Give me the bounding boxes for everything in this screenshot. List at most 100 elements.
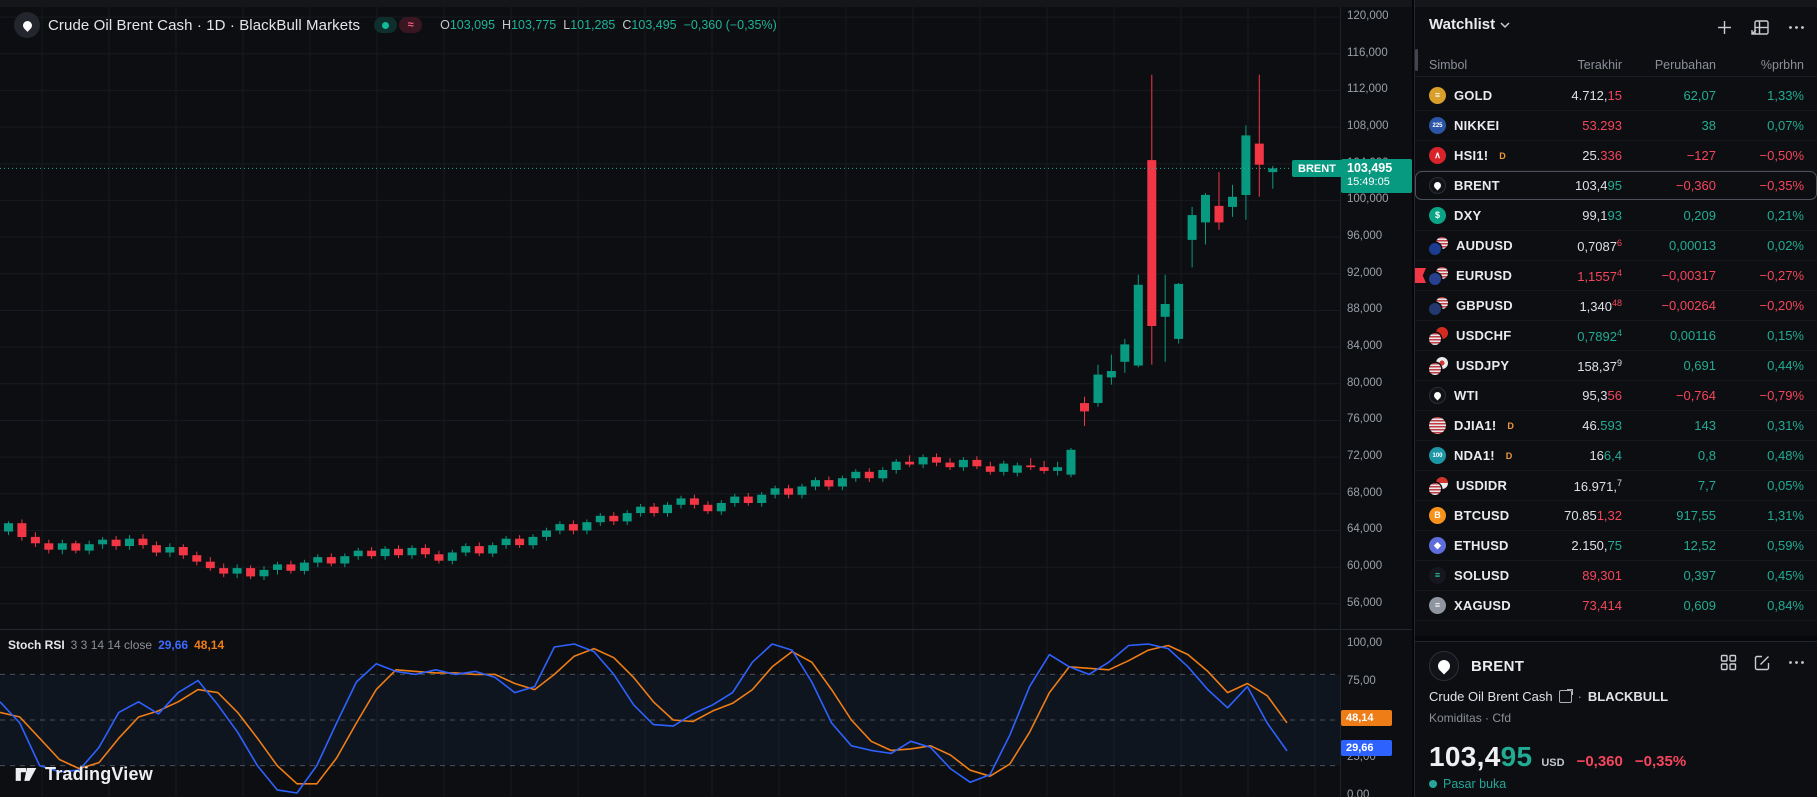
symbol-name[interactable]: ETHUSD — [1454, 538, 1509, 553]
percent-change-cell: −0,35% — [1759, 178, 1804, 193]
market-status: Pasar buka — [1429, 777, 1506, 791]
price-axis-label: 76,000 — [1347, 413, 1383, 425]
watchlist-row-djia1[interactable]: DJIA1! D 46.593 143 0,31% — [1415, 411, 1817, 441]
percent-change-cell: −0,27% — [1759, 268, 1804, 283]
symbol-name[interactable]: XAGUSD — [1454, 598, 1511, 613]
watchlist-rows: ≡ GOLD 4.712,15 62,07 1,33% 225 NIKKEI 53.293 38… — [1415, 81, 1817, 621]
column-change[interactable]: Perubahan — [1654, 57, 1716, 72]
symbol-name[interactable]: USDJPY — [1456, 358, 1510, 373]
detail-edit-button[interactable] — [1751, 651, 1773, 673]
low-value: 101,285 — [570, 18, 616, 32]
detail-instrument-logo — [1429, 651, 1459, 681]
percent-change-cell: −0,20% — [1759, 298, 1804, 313]
symbol-name[interactable]: WTI — [1454, 388, 1479, 403]
chart-pane[interactable]: 120,000116,000112,000108,000104,000100,0… — [0, 7, 1412, 797]
watchlist-row-eurusd[interactable]: EURUSD 1,15574 −0,00317 −0,27% — [1415, 261, 1817, 291]
detail-name-text[interactable]: Crude Oil Brent Cash — [1429, 689, 1553, 704]
ohlc-readout: O103,095 H103,775 L101,285 C103,495 −0,3… — [440, 18, 777, 32]
column-last[interactable]: Terakhir — [1577, 57, 1622, 72]
symbol-name[interactable]: DJIA1! — [1454, 418, 1497, 433]
watchlist-row-btcusd[interactable]: B BTCUSD 70.851,32 917,55 1,31% — [1415, 501, 1817, 531]
symbol-name[interactable]: BTCUSD — [1454, 508, 1510, 523]
column-symbol[interactable]: Simbol — [1429, 57, 1468, 72]
last-price-value: 103,495 — [1347, 161, 1393, 175]
percent-change-cell: 0,44% — [1767, 358, 1804, 373]
watchlist-row-hsi1[interactable]: ∧ HSI1! D 25.336 −127 −0,50% — [1415, 141, 1817, 171]
chart-legend: Crude Oil Brent Cash · 1D · BlackBull Ma… — [14, 12, 777, 38]
external-link-icon[interactable] — [1558, 689, 1573, 703]
stoch-k-axis-tag: 29,66 — [1341, 740, 1392, 756]
column-percent[interactable]: %prbhn — [1760, 57, 1804, 72]
price-axis-label: 120,000 — [1347, 10, 1389, 22]
watchlist-row-gbpusd[interactable]: GBPUSD 1,34048 −0,00264 −0,20% — [1415, 291, 1817, 321]
last-price-cell: 46.593 — [1582, 418, 1622, 433]
indicator-legend[interactable]: Stoch RSI 3 3 14 14 close 29,66 48,14 — [8, 638, 224, 652]
symbol-name[interactable]: GBPUSD — [1456, 298, 1513, 313]
add-symbol-button[interactable] — [1713, 16, 1735, 38]
watchlist-row-dxy[interactable]: $ DXY 99,193 0,209 0,21% — [1415, 201, 1817, 231]
watchlist-row-brent[interactable]: BRENT 103,495 −0,360 −0,35% — [1415, 171, 1817, 201]
last-price-cell: 16.971,7 — [1573, 477, 1622, 494]
indicator-params: 3 3 14 14 close — [70, 638, 153, 652]
watchlist-row-audusd[interactable]: AUDUSD 0,70876 0,00013 0,02% — [1415, 231, 1817, 261]
symbol-name[interactable]: NDA1! — [1454, 448, 1495, 463]
market-open-pill[interactable] — [374, 17, 398, 33]
watchlist-row-usdidr[interactable]: USDIDR 16.971,7 7,7 0,05% — [1415, 471, 1817, 501]
symbol-name[interactable]: USDIDR — [1456, 478, 1508, 493]
watchlist-layout-button[interactable] — [1749, 16, 1771, 38]
symbol-name[interactable]: AUDUSD — [1456, 238, 1513, 253]
change-cell: 7,7 — [1697, 478, 1716, 493]
watchlist-row-wti[interactable]: WTI 95,356 −0,764 −0,79% — [1415, 381, 1817, 411]
alert-flag-icon[interactable] — [1415, 268, 1426, 283]
watchlist-row-gold[interactable]: ≡ GOLD 4.712,15 62,07 1,33% — [1415, 81, 1817, 111]
watchlist-row-usdjpy[interactable]: USDJPY 158,379 0,691 0,44% — [1415, 351, 1817, 381]
watchlist-row-nikkei[interactable]: 225 NIKKEI 53.293 38 0,07% — [1415, 111, 1817, 141]
watchlist-row-usdchf[interactable]: USDCHF 0,78924 0,00116 0,15% — [1415, 321, 1817, 351]
instrument-logo — [14, 12, 40, 38]
candlestick-chart[interactable] — [0, 7, 1340, 630]
symbol-icon: B — [1429, 507, 1446, 524]
indicator-name[interactable]: Stoch RSI — [8, 638, 65, 652]
change-cell: 62,07 — [1683, 88, 1716, 103]
detail-broker[interactable]: BLACKBULL — [1587, 689, 1669, 704]
symbol-name[interactable]: SOLUSD — [1454, 568, 1510, 583]
price-axis-label: 68,000 — [1347, 487, 1383, 499]
percent-change-cell: 0,15% — [1767, 328, 1804, 343]
watchlist-row-ethusd[interactable]: ◆ ETHUSD 2.150,75 12,52 0,59% — [1415, 531, 1817, 561]
panel-divider[interactable] — [1412, 0, 1415, 797]
detail-symbol[interactable]: BRENT — [1471, 657, 1525, 675]
sync-pill[interactable]: ≈ — [399, 17, 423, 33]
price-axis-label: 64,000 — [1347, 523, 1383, 535]
watchlist-row-xagusd[interactable]: ≡ XAGUSD 73,414 0,609 0,84% — [1415, 591, 1817, 621]
stoch-rsi-chart[interactable] — [0, 630, 1340, 797]
symbol-name[interactable]: HSI1! — [1454, 148, 1489, 163]
symbol-name[interactable]: NIKKEI — [1454, 118, 1500, 133]
watchlist-header[interactable]: Watchlist — [1429, 16, 1510, 33]
detail-divider — [1415, 636, 1817, 642]
detail-menu-button[interactable] — [1785, 651, 1807, 673]
currency-pair-icon — [1429, 296, 1448, 315]
watchlist-scrollbar[interactable] — [1415, 49, 1418, 71]
detail-grid-button[interactable] — [1717, 651, 1739, 673]
detail-currency: USD — [1541, 757, 1565, 769]
detail-price-main: 103,4 — [1429, 741, 1501, 772]
last-price-cell: 166,4 — [1589, 448, 1622, 463]
pane-divider[interactable] — [0, 629, 1412, 630]
watchlist-row-nda1[interactable]: 100 NDA1! D 166,4 0,8 0,48% — [1415, 441, 1817, 471]
symbol-name[interactable]: EURUSD — [1456, 268, 1513, 283]
tradingview-logo[interactable]: TradingView — [14, 762, 153, 786]
high-label: H — [502, 18, 512, 32]
oil-droplet-icon — [1429, 387, 1446, 404]
watchlist-title[interactable]: Watchlist — [1429, 16, 1496, 33]
chart-title[interactable]: Crude Oil Brent Cash · 1D · BlackBull Ma… — [48, 16, 361, 34]
symbol-name[interactable]: USDCHF — [1456, 328, 1512, 343]
watchlist-menu-button[interactable] — [1785, 16, 1807, 38]
symbol-name[interactable]: GOLD — [1454, 88, 1493, 103]
percent-change-cell: −0,50% — [1759, 148, 1804, 163]
symbol-name[interactable]: DXY — [1454, 208, 1482, 223]
symbol-name[interactable]: BRENT — [1454, 178, 1500, 193]
price-axis-label: 80,000 — [1347, 377, 1383, 389]
low-label: L — [563, 18, 571, 32]
percent-change-cell: 0,21% — [1767, 208, 1804, 223]
watchlist-row-solusd[interactable]: ≡ SOLUSD 89,301 0,397 0,45% — [1415, 561, 1817, 591]
